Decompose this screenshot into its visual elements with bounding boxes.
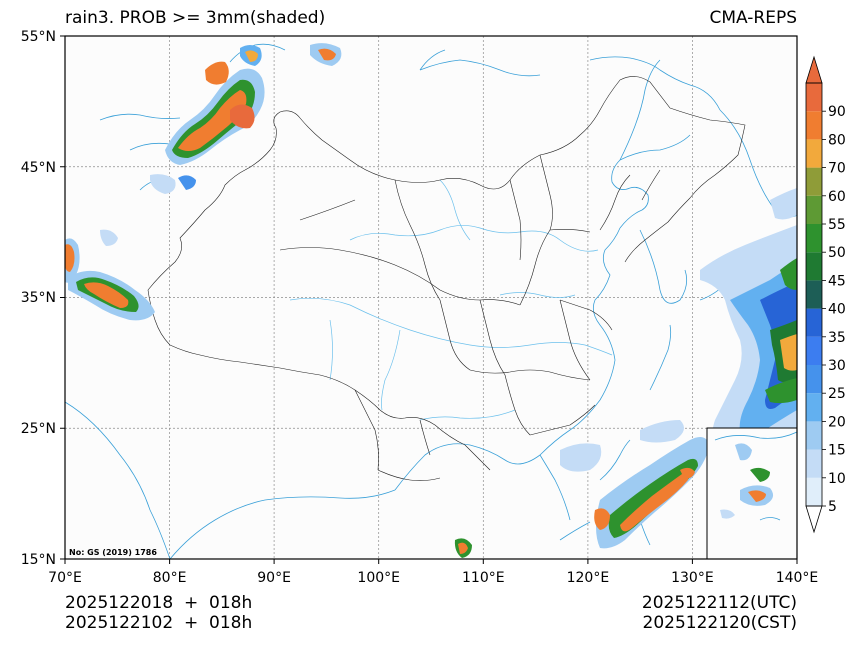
colorbar-label-55: 55 [828, 217, 846, 233]
colorbar-label-25: 25 [828, 386, 846, 402]
colorbar-segment-8 [806, 252, 822, 281]
lat-label-25: 25°N [21, 421, 56, 437]
lon-label-120: 120°E [567, 570, 610, 586]
valid-time-cst: 2025122120(CST) [642, 613, 797, 633]
colorbar-segment-10 [806, 195, 822, 224]
lon-label-110: 110°E [462, 570, 505, 586]
colorbar-label-40: 40 [828, 302, 846, 318]
colorbar-label-30: 30 [828, 358, 846, 374]
colorbar-segment-7 [806, 280, 822, 309]
colorbar-label-10: 10 [828, 471, 846, 487]
colorbar: 5 10 15 20 25 30 35 40 45 50 55 60 70 80 90 [805, 55, 846, 534]
boundaries [147, 76, 746, 481]
lat-label-45: 45°N [21, 160, 56, 176]
chart-title: rain3. PROB >= 3mm(shaded) [65, 8, 326, 28]
lon-label-100: 100°E [357, 570, 400, 586]
lon-label-70: 70°E [48, 570, 82, 586]
colorbar-extend-min [805, 505, 823, 534]
lon-label-140: 140°E [776, 570, 819, 586]
colorbar-segment-5 [806, 336, 822, 365]
colorbar-label-45: 45 [828, 273, 846, 289]
colorbar-segment-2 [806, 421, 822, 450]
model-name: CMA-REPS [709, 8, 797, 28]
colorbar-frame [805, 82, 823, 507]
colorbar-label-20: 20 [828, 414, 846, 430]
valid-time-utc: 2025122112(UTC) [641, 593, 797, 613]
map-approval-note: No: GS (2019) 1786 [69, 548, 157, 557]
init-time-line-1: 2025122018 + 018h [65, 593, 253, 613]
colorbar-segment-12 [806, 139, 822, 168]
lon-label-90: 90°E [257, 570, 291, 586]
colorbar-label-15: 15 [828, 443, 846, 459]
lat-label-35: 35°N [21, 290, 56, 306]
valid-time-stamp: 2025122112(UTC) 2025122120(CST) [642, 593, 797, 633]
lat-label-55: 55°N [21, 29, 56, 45]
precip-shading [65, 43, 797, 558]
rivers-inland [289, 179, 613, 421]
colorbar-segment-9 [806, 224, 822, 253]
colorbar-segment-3 [806, 393, 822, 422]
colorbar-label-50: 50 [828, 245, 846, 261]
colorbar-label-90: 90 [828, 104, 846, 120]
init-time-stamp: 2025122018 + 018h 2025122102 + 018h [65, 593, 252, 633]
colorbar-segment-11 [806, 167, 822, 196]
init-time-line-2: 2025122102 + 018h [65, 613, 253, 633]
colorbar-segment-4 [806, 365, 822, 394]
axis-ticks [60, 35, 798, 564]
colorbar-label-60: 60 [828, 189, 846, 205]
colorbar-extend-max [805, 55, 823, 84]
colorbar-segment-14 [806, 83, 822, 112]
lon-label-80: 80°E [153, 570, 187, 586]
colorbar-label-70: 70 [828, 161, 846, 177]
lon-label-130: 130°E [671, 570, 714, 586]
south-china-sea-inset [706, 427, 798, 560]
colorbar-label-35: 35 [828, 330, 846, 346]
colorbar-segment-13 [806, 111, 822, 140]
colorbar-label-80: 80 [828, 132, 846, 148]
colorbar-segment-1 [806, 449, 822, 478]
colorbar-label-5: 5 [828, 499, 837, 515]
colorbar-segment-0 [806, 477, 822, 506]
colorbar-segment-6 [806, 308, 822, 337]
lat-label-15: 15°N [21, 552, 56, 568]
